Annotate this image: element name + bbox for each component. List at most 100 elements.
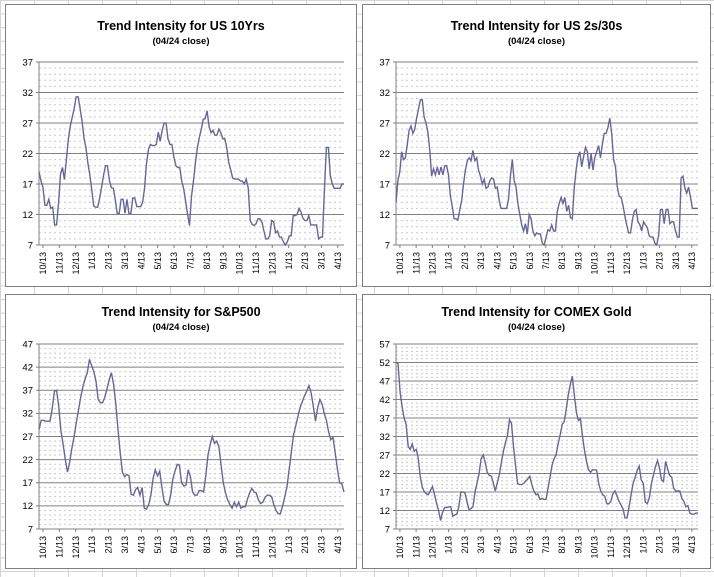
x-tick-label: 3/13 bbox=[317, 536, 327, 554]
x-tick-label: 10/13 bbox=[590, 536, 600, 559]
x-tick-label: 7/13 bbox=[186, 536, 196, 554]
chart-canvas: 7 12 17 22 27 32 37 10/13 11/13 12/13 1/13 2/13 3/13… bbox=[379, 57, 698, 275]
y-tick-label: 32 bbox=[22, 409, 33, 420]
x-tick-label: 10/13 bbox=[38, 252, 48, 275]
y-tick-label: 57 bbox=[379, 339, 390, 350]
y-tick-label: 37 bbox=[22, 386, 33, 397]
chart-subtitle: (04/24 close) bbox=[507, 36, 566, 47]
x-tick-label: 8/13 bbox=[557, 252, 567, 270]
x-tick-label: 12/13 bbox=[428, 536, 438, 559]
x-tick-label: 6/13 bbox=[525, 252, 535, 270]
x-tick-label: 10/13 bbox=[395, 536, 405, 559]
x-tick-label: 4/13 bbox=[136, 252, 146, 270]
x-tick-label: 10/13 bbox=[395, 252, 405, 275]
x-tick-label: 2/13 bbox=[104, 536, 114, 554]
y-tick-label: 22 bbox=[22, 455, 33, 466]
x-tick-label: 3/13 bbox=[120, 536, 130, 554]
y-tick-label: 12 bbox=[379, 506, 390, 517]
chart-us-2s30s[interactable]: Trend Intensity for US 2s/30s (04/24 clo… bbox=[362, 4, 711, 287]
x-tick-label: 3/13 bbox=[476, 252, 486, 270]
y-tick-label: 12 bbox=[379, 210, 390, 221]
x-tick-label: 12/13 bbox=[267, 252, 277, 275]
x-tick-label: 2/13 bbox=[655, 252, 665, 270]
x-tick-label: 1/13 bbox=[444, 252, 454, 270]
x-tick-label: 7/13 bbox=[186, 252, 196, 270]
x-tick-label: 1/13 bbox=[284, 536, 294, 554]
x-tick-label: 4/13 bbox=[492, 536, 502, 554]
x-tick-label: 5/13 bbox=[509, 252, 519, 270]
y-tick-label: 22 bbox=[379, 469, 390, 480]
x-tick-label: 3/13 bbox=[317, 252, 327, 270]
x-tick-label: 2/13 bbox=[300, 536, 310, 554]
chart-subtitle: (04/24 close) bbox=[152, 322, 210, 333]
x-tick-label: 2/13 bbox=[300, 252, 310, 270]
y-tick-label: 32 bbox=[379, 432, 390, 443]
y-tick-label: 32 bbox=[379, 88, 390, 99]
x-tick-label: 1/13 bbox=[638, 252, 648, 270]
chart-comex-gold[interactable]: Trend Intensity for COMEX Gold (04/24 cl… bbox=[362, 294, 711, 569]
y-tick-label: 27 bbox=[22, 432, 33, 443]
y-tick-label: 17 bbox=[379, 179, 390, 190]
y-tick-label: 42 bbox=[22, 362, 33, 373]
chart-us-10yrs[interactable]: Trend Intensity for US 10Yrs (04/24 clos… bbox=[5, 4, 357, 287]
y-tick-label: 32 bbox=[22, 88, 33, 99]
x-tick-label: 6/13 bbox=[169, 536, 179, 554]
y-tick-label: 7 bbox=[28, 524, 33, 535]
y-tick-label: 22 bbox=[379, 149, 390, 160]
trend-line bbox=[395, 99, 698, 247]
trend-line bbox=[395, 361, 698, 521]
x-tick-label: 6/13 bbox=[169, 252, 179, 270]
x-tick-label: 4/13 bbox=[136, 536, 146, 554]
x-tick-label: 12/13 bbox=[622, 252, 632, 275]
x-tick-label: 11/13 bbox=[54, 536, 64, 558]
x-tick-label: 12/13 bbox=[71, 536, 81, 559]
chart-canvas: 7 12 17 22 27 32 37 42 47 10/13 11/13 12/13 1/13 2/13… bbox=[22, 339, 345, 559]
x-tick-label: 9/13 bbox=[573, 252, 583, 270]
trend-line bbox=[38, 359, 345, 515]
x-tick-label: 3/13 bbox=[120, 252, 130, 270]
y-tick-label: 17 bbox=[379, 487, 390, 498]
x-tick-label: 10/13 bbox=[235, 536, 245, 559]
x-tick-label: 9/13 bbox=[573, 536, 583, 554]
chart-sp500[interactable]: Trend Intensity for S&P500 (04/24 close)… bbox=[5, 294, 357, 569]
x-tick-label: 7/13 bbox=[541, 536, 551, 554]
y-tick-label: 27 bbox=[379, 450, 390, 461]
x-tick-label: 4/13 bbox=[333, 536, 343, 554]
y-tick-label: 12 bbox=[22, 501, 33, 512]
x-tick-label: 12/13 bbox=[71, 252, 81, 275]
chart-canvas: 7 12 17 22 27 32 37 42 47 52 57 10/13 11/13 12/13 1/13… bbox=[379, 339, 698, 559]
y-tick-label: 7 bbox=[28, 240, 33, 251]
x-tick-label: 1/13 bbox=[444, 536, 454, 554]
chart-title: Trend Intensity for COMEX Gold bbox=[441, 305, 632, 319]
y-tick-label: 27 bbox=[22, 118, 33, 129]
x-tick-label: 4/13 bbox=[492, 252, 502, 270]
x-tick-label: 1/13 bbox=[87, 252, 97, 270]
x-tick-label: 10/13 bbox=[235, 252, 245, 275]
x-tick-label: 11/13 bbox=[411, 536, 421, 558]
chart-subtitle: (04/24 close) bbox=[507, 322, 566, 333]
y-tick-label: 27 bbox=[379, 118, 390, 129]
x-tick-label: 10/13 bbox=[590, 252, 600, 275]
x-tick-label: 12/13 bbox=[267, 536, 277, 559]
x-tick-label: 11/13 bbox=[606, 252, 616, 274]
y-tick-label: 42 bbox=[379, 395, 390, 406]
chart-title: Trend Intensity for S&P500 bbox=[101, 305, 261, 319]
y-tick-label: 37 bbox=[379, 413, 390, 424]
chart-canvas: 7 12 17 22 27 32 37 10/13 11/13 12/13 1/13 2/13 3/13… bbox=[22, 57, 344, 275]
x-tick-label: 9/13 bbox=[218, 252, 228, 270]
y-tick-label: 22 bbox=[22, 149, 33, 160]
x-tick-label: 11/13 bbox=[411, 252, 421, 274]
y-tick-label: 47 bbox=[379, 376, 390, 387]
x-tick-label: 6/13 bbox=[525, 536, 535, 554]
x-tick-label: 8/13 bbox=[202, 536, 212, 554]
x-tick-label: 12/13 bbox=[428, 252, 438, 275]
x-tick-label: 3/13 bbox=[671, 252, 681, 270]
x-tick-label: 12/13 bbox=[622, 536, 632, 559]
x-tick-label: 11/13 bbox=[251, 252, 261, 274]
y-tick-label: 7 bbox=[385, 524, 390, 535]
x-tick-label: 1/13 bbox=[284, 252, 294, 270]
x-tick-label: 10/13 bbox=[38, 536, 48, 559]
trend-line bbox=[38, 96, 344, 247]
x-tick-label: 4/13 bbox=[687, 252, 697, 270]
x-tick-label: 1/13 bbox=[638, 536, 648, 554]
